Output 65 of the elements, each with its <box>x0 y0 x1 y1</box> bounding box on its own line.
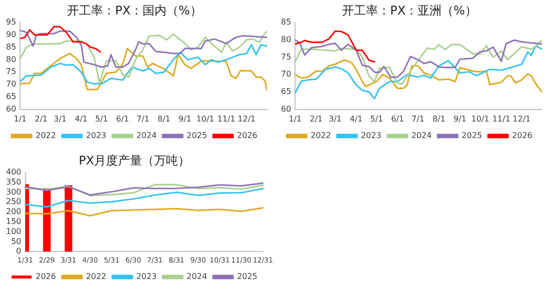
legend-label: 2024 <box>136 131 157 140</box>
x-tick-label: 1/1 <box>14 114 27 124</box>
y-tick-label: 400 <box>6 167 22 176</box>
y-tick-label: 80 <box>6 54 16 64</box>
y-tick-label: 300 <box>6 187 22 196</box>
legend-label: 2023 <box>86 131 106 140</box>
x-tick-label: 5/1 <box>95 114 108 124</box>
x-tick-label: 12/1 <box>512 114 531 124</box>
x-tick-label: 7/1 <box>136 114 150 124</box>
chart-title: PX月度产量（万吨） <box>78 153 190 168</box>
legend-label: 2026 <box>36 272 56 282</box>
legend-label: 2024 <box>186 272 208 282</box>
chart-title: 开工率：PX：亚洲（%） <box>342 3 477 18</box>
legend-label: 2024 <box>411 131 432 140</box>
x-tick-label: 5/1 <box>370 114 383 124</box>
legend-label: 2025 <box>237 272 258 282</box>
x-tick-label: 11/1 <box>217 114 236 124</box>
y-tick-label: 70 <box>280 70 292 79</box>
y-tick-label: 150 <box>6 216 22 226</box>
y-tick-label: 90 <box>6 30 16 39</box>
x-tick-label: 3/1 <box>328 114 342 124</box>
x-tick-label: 4/1 <box>350 114 363 124</box>
x-tick-label: 9/1 <box>454 114 466 124</box>
x-tick-label: 3/1 <box>54 114 67 124</box>
x-tick-label: 8/1 <box>157 114 170 124</box>
chart-title: 开工率：PX：国内（%） <box>67 3 202 18</box>
x-tick-label: 10/1 <box>196 114 214 124</box>
y-tick-label: 65 <box>6 92 16 102</box>
x-tick-label: 2/1 <box>310 114 323 124</box>
legend-label: 2022 <box>36 131 56 140</box>
x-tick-label: 7/1 <box>411 114 424 124</box>
y-tick-label: 60 <box>280 104 292 114</box>
legend-label: 2026 <box>512 131 532 140</box>
x-tick-label: 11/1 <box>492 114 510 124</box>
y-tick-label: 350 <box>6 177 22 186</box>
legend-label: 2023 <box>360 131 382 140</box>
y-tick-label: 0 <box>16 246 22 256</box>
y-tick-label: 75 <box>280 52 292 62</box>
y-tick-label: 50 <box>11 236 22 246</box>
y-tick-label: 65 <box>280 87 292 96</box>
legend-label: 2022 <box>310 131 331 140</box>
y-tick-label: 70 <box>6 80 16 89</box>
y-tick-label: 200 <box>6 207 22 216</box>
y-tick-label: 80 <box>280 34 292 44</box>
y-tick-label: 250 <box>6 197 22 206</box>
x-tick-label: 4/1 <box>74 114 88 124</box>
x-tick-label: 12/1 <box>238 114 256 124</box>
x-tick-label: 6/1 <box>391 114 404 124</box>
legend-label: 2025 <box>462 131 482 140</box>
x-tick-label: 6/1 <box>116 114 130 124</box>
y-tick-label: 85 <box>6 42 16 52</box>
legend-label: 2023 <box>136 272 157 282</box>
y-tick-label: 95 <box>6 17 16 26</box>
y-tick-label: 75 <box>6 67 16 76</box>
legend-label: 2025 <box>186 131 208 140</box>
x-tick-label: 10/1 <box>471 114 490 124</box>
x-tick-label: 8/1 <box>432 114 446 124</box>
y-tick-label: 85 <box>280 17 292 26</box>
x-tick-label: 1/1 <box>288 114 302 124</box>
legend-label: 2022 <box>86 272 106 282</box>
legend-label: 2026 <box>237 131 258 140</box>
y-tick-label: 100 <box>6 226 22 236</box>
y-tick-label: 60 <box>6 104 16 114</box>
x-tick-label: 9/1 <box>178 114 192 124</box>
x-tick-label: 2/1 <box>34 114 48 124</box>
